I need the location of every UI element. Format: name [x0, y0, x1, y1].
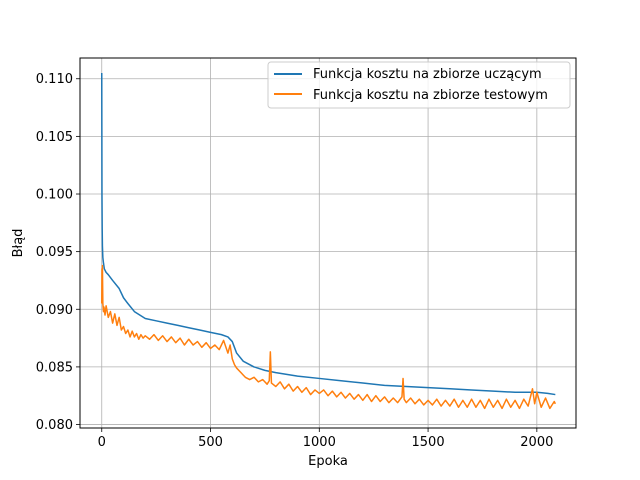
legend-label-train: Funkcja kosztu na zbiorze uczącym — [313, 67, 542, 82]
x-tick-label: 500 — [198, 435, 223, 450]
y-tick-label: 0.090 — [36, 303, 73, 318]
legend: Funkcja kosztu na zbiorze uczącym Funkcj… — [267, 61, 571, 109]
legend-label-test: Funkcja kosztu na zbiorze testowym — [313, 88, 548, 103]
plot-frame — [79, 57, 577, 429]
series-line-test — [101, 264, 557, 410]
x-tick-label: 1000 — [303, 435, 336, 450]
grid — [80, 58, 576, 428]
x-tick-label: 0 — [98, 435, 106, 450]
y-tick-label: 0.095 — [36, 245, 73, 260]
x-tick-label: 1500 — [412, 435, 445, 450]
y-tick-label: 0.080 — [36, 418, 73, 433]
y-axis-label: Błąd — [11, 229, 26, 258]
y-tick-label: 0.110 — [36, 72, 73, 87]
legend-box — [267, 61, 571, 109]
x-tick-label: 2000 — [520, 435, 553, 450]
x-axis-label: Epoka — [308, 454, 348, 469]
series-line-train — [101, 72, 556, 396]
series-group — [101, 72, 557, 410]
y-tick-label: 0.105 — [36, 130, 73, 145]
y-tick-label: 0.085 — [36, 360, 73, 375]
axis-ticks: 0 500 1000 1500 2000 0.080 0.085 0.090 0.095 0.10… — [36, 72, 554, 450]
y-tick-label: 0.100 — [36, 188, 73, 203]
